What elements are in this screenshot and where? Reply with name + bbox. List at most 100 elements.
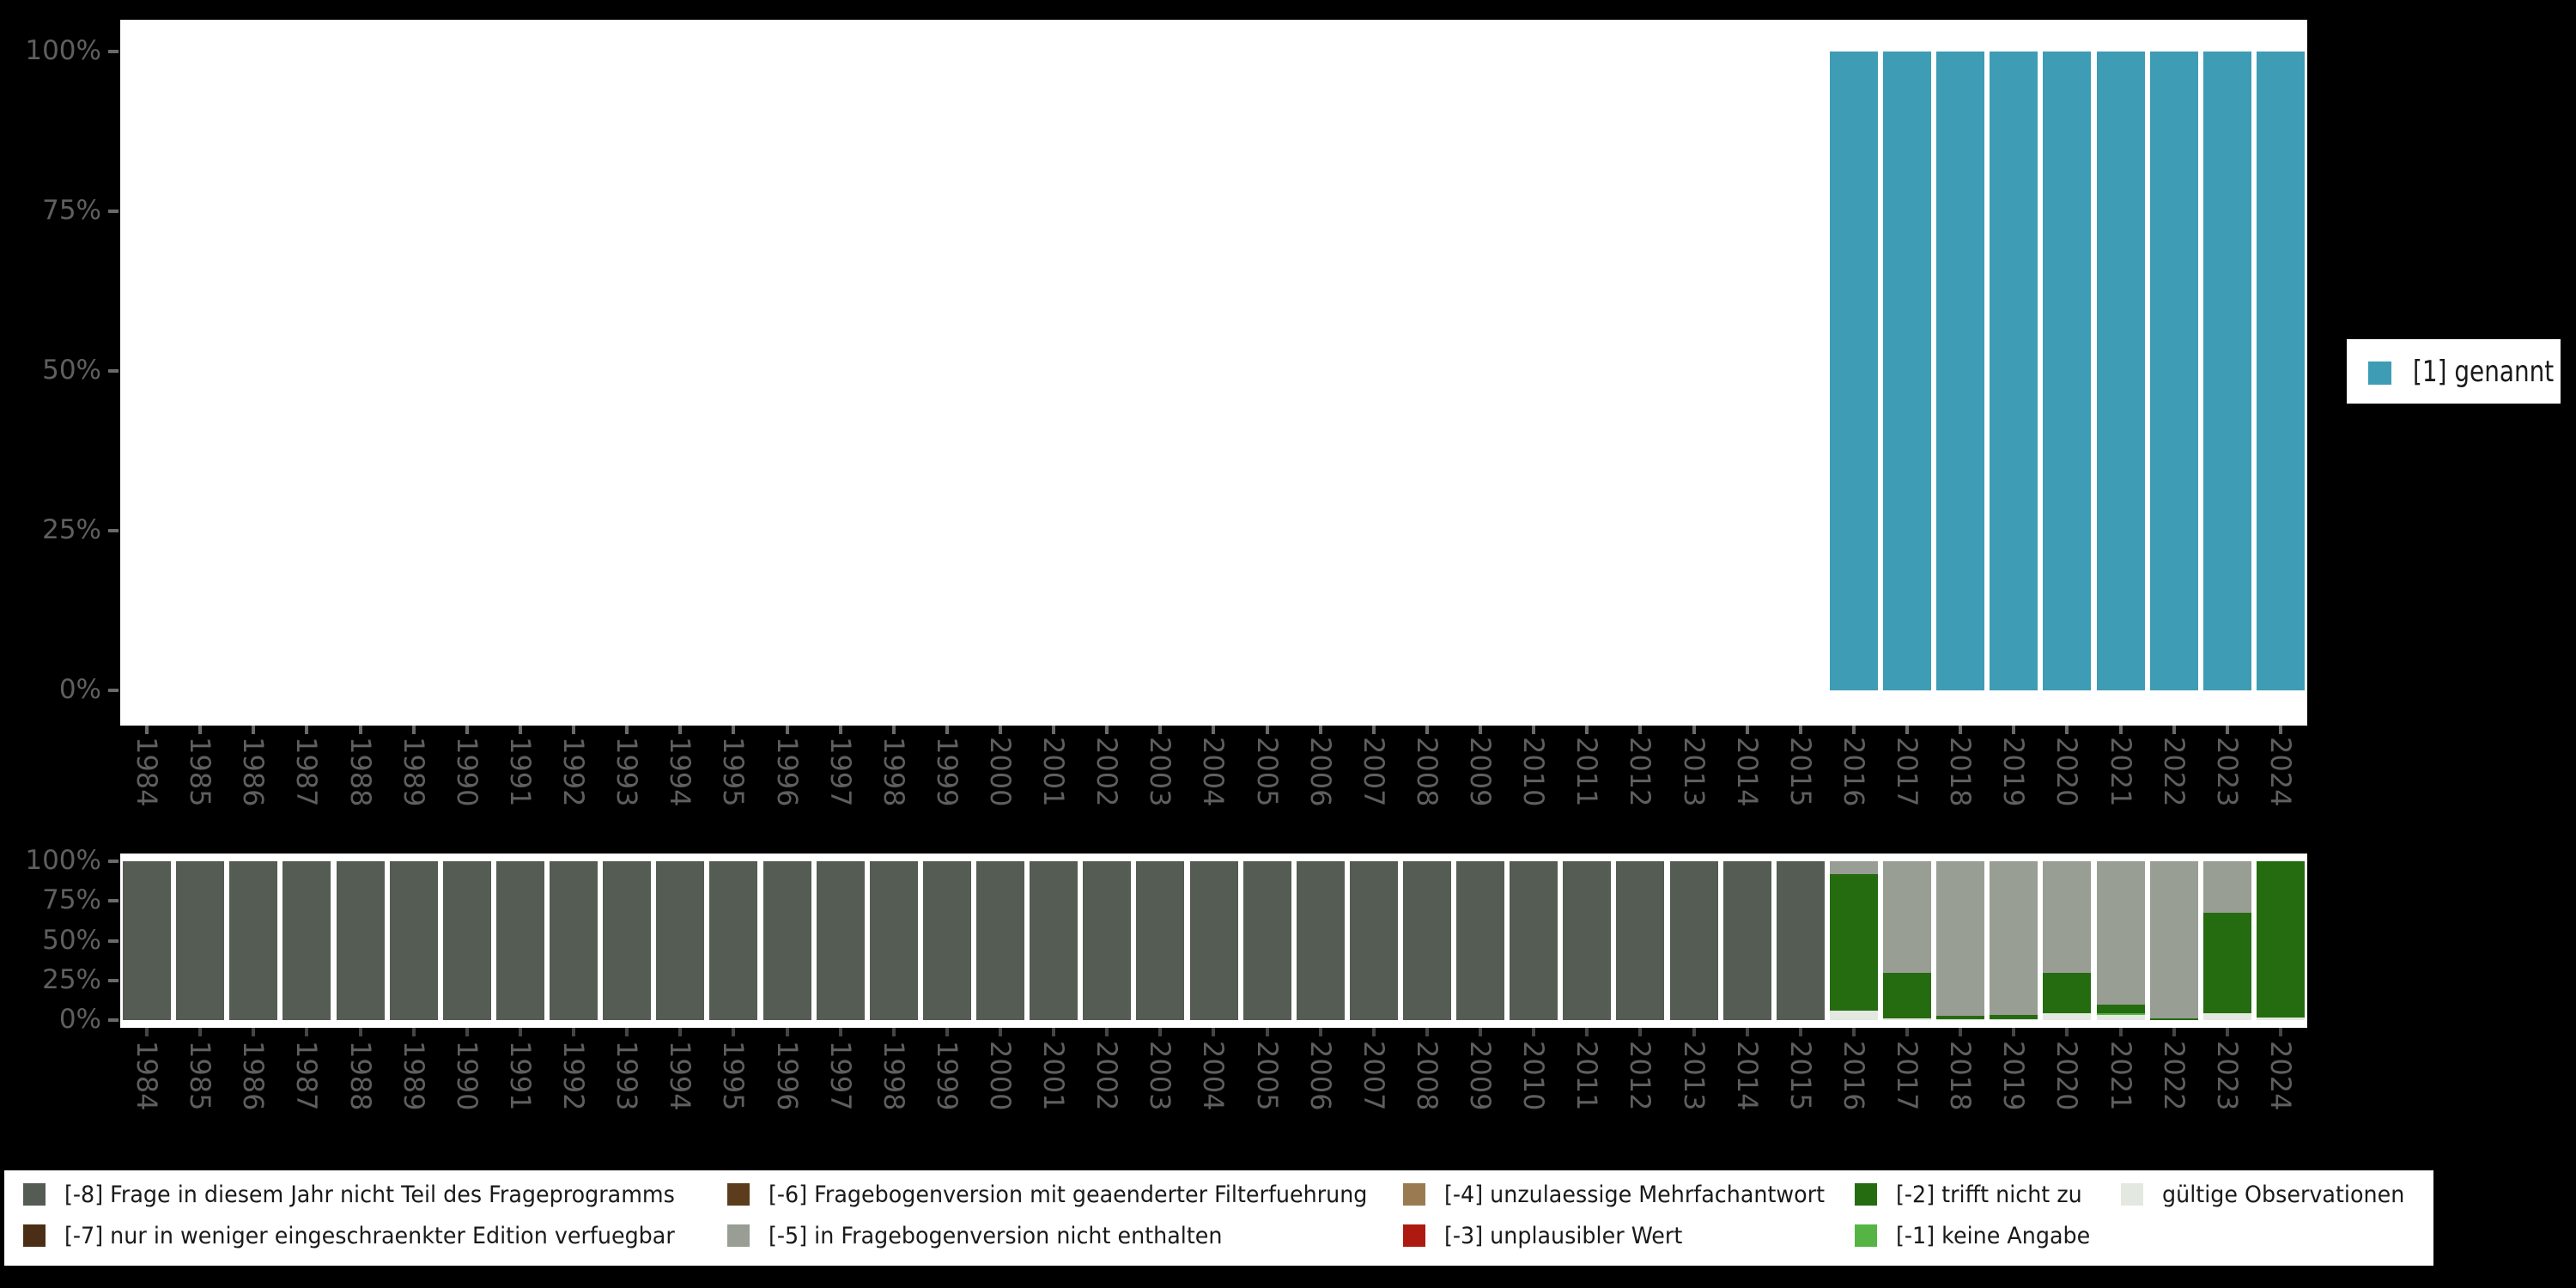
segment-2024 [2256,1018,2305,1020]
x-tick-label-bot-1996: 1996 [770,1041,804,1111]
x-tick-mark-bot [1052,1028,1056,1036]
segment-2021 [2096,1012,2145,1015]
legend-label: [-6] Fragebogenversion mit geaenderter F… [769,1176,1406,1213]
x-tick-label-bot-1984: 1984 [131,1041,164,1111]
y-tick-label-top: 0% [58,674,101,705]
x-tick-mark-bot [785,1028,789,1036]
x-tick-mark-bot [838,1028,842,1036]
x-tick-mark-top [2118,726,2123,734]
x-tick-label-top-2014: 2014 [1730,737,1764,807]
x-tick-label-top-2020: 2020 [2050,737,2084,807]
x-tick-label-top-1998: 1998 [877,737,910,807]
x-tick-mark-top [1532,726,1536,734]
x-tick-mark-bot [998,1028,1002,1036]
y-tick-label-bottom: 75% [42,884,101,916]
segment-1995 [709,861,758,1020]
x-tick-label-bot-2012: 2012 [1624,1041,1657,1111]
x-tick-mark-top [2225,726,2229,734]
segment-2022 [2149,1018,2198,1020]
x-tick-mark-bot [1318,1028,1322,1036]
x-tick-mark-bot [1425,1028,1429,1036]
segment-1998 [869,861,918,1020]
segment-1992 [550,861,598,1020]
legend-label: [-3] unplausibler Wert [1444,1217,1698,1255]
x-tick-mark-top [678,726,683,734]
x-tick-mark-top [411,726,416,734]
x-tick-mark-bot [678,1028,683,1036]
y-tick-mark-top [108,50,118,53]
x-tick-mark-top [732,726,736,734]
x-tick-mark-top [1052,726,1056,734]
x-tick-label-bot-2000: 2000 [983,1041,1017,1111]
legend-label-genannt: [1] genannt [2413,354,2555,389]
y-tick-label-bottom: 25% [42,963,101,995]
segment-2018 [1936,1019,1985,1020]
segment-2022 [2149,861,2198,1018]
x-tick-label-bot-1995: 1995 [717,1041,750,1111]
x-tick-label-top-1997: 1997 [823,737,857,807]
segment-1994 [656,861,705,1020]
x-tick-mark-bot [2172,1028,2176,1036]
x-tick-mark-bot [145,1028,149,1036]
x-tick-mark-bot [358,1028,362,1036]
x-tick-label-top-2006: 2006 [1303,737,1337,807]
x-tick-label-top-1993: 1993 [611,737,644,807]
x-tick-mark-top [1585,726,1589,734]
legend-label: [-8] Frage in diesem Jahr nicht Teil des… [64,1176,714,1213]
legend-key-7 [23,1224,46,1247]
x-tick-mark-top [1425,726,1429,734]
x-tick-mark-top [1638,726,1643,734]
x-tick-label-bot-2015: 2015 [1783,1041,1817,1111]
x-tick-label-bot-2004: 2004 [1197,1041,1230,1111]
x-tick-label-bot-2011: 2011 [1571,1041,1604,1111]
x-tick-label-top-1996: 1996 [770,737,804,807]
bar-2021-genannt [2096,52,2145,690]
segment-2012 [1616,861,1665,1020]
segment-2019 [1990,1014,2038,1020]
segment-2007 [1349,861,1398,1020]
x-tick-label-top-2024: 2024 [2263,737,2297,807]
x-tick-mark-bot [305,1028,309,1036]
segment-2019 [1990,1019,2038,1020]
x-tick-label-top-2004: 2004 [1197,737,1230,807]
bar-2017-genannt [1883,52,1932,690]
y-tick-mark-bottom [108,978,118,982]
segment-2023 [2202,1012,2251,1020]
x-tick-label-bot-1998: 1998 [877,1041,910,1111]
x-tick-mark-bot [1692,1028,1696,1036]
legend-label-text: [-2] trifft nicht zu [1896,1181,2082,1208]
segment-2005 [1242,861,1291,1020]
x-tick-label-bot-2016: 2016 [1837,1041,1870,1111]
segment-2020 [2043,972,2092,1013]
segment-2015 [1776,861,1825,1020]
x-tick-label-bot-2017: 2017 [1891,1041,1924,1111]
segment-2018 [1936,861,1985,1017]
legend-key-5 [727,1224,750,1247]
segment-1993 [603,861,652,1020]
segment-1984 [123,861,172,1020]
legend-key-genannt [2368,361,2391,385]
segment-2011 [1563,861,1612,1020]
x-tick-label-top-1992: 1992 [557,737,591,807]
top-legend: [1] genannt [2347,339,2561,404]
x-tick-label-bot-2022: 2022 [2157,1041,2190,1111]
x-tick-label-top-1985: 1985 [184,737,217,807]
segment-2021 [2096,1014,2145,1020]
segment-1988 [336,861,385,1020]
bar-2023-genannt [2202,52,2251,690]
x-tick-label-top-1987: 1987 [290,737,324,807]
x-tick-mark-top [1692,726,1696,734]
x-tick-mark-bot [1212,1028,1216,1036]
x-tick-mark-bot [1638,1028,1643,1036]
x-tick-mark-bot [945,1028,949,1036]
x-tick-mark-bot [1158,1028,1163,1036]
x-tick-mark-bot [1798,1028,1802,1036]
segment-2023 [2202,861,2251,914]
y-tick-label-bottom: 0% [58,1004,101,1035]
x-tick-label-bot-2020: 2020 [2050,1041,2084,1111]
x-tick-mark-top [1318,726,1322,734]
segment-1999 [922,861,971,1020]
x-tick-label-top-2017: 2017 [1891,737,1924,807]
x-tick-mark-top [518,726,522,734]
segment-1989 [389,861,438,1020]
